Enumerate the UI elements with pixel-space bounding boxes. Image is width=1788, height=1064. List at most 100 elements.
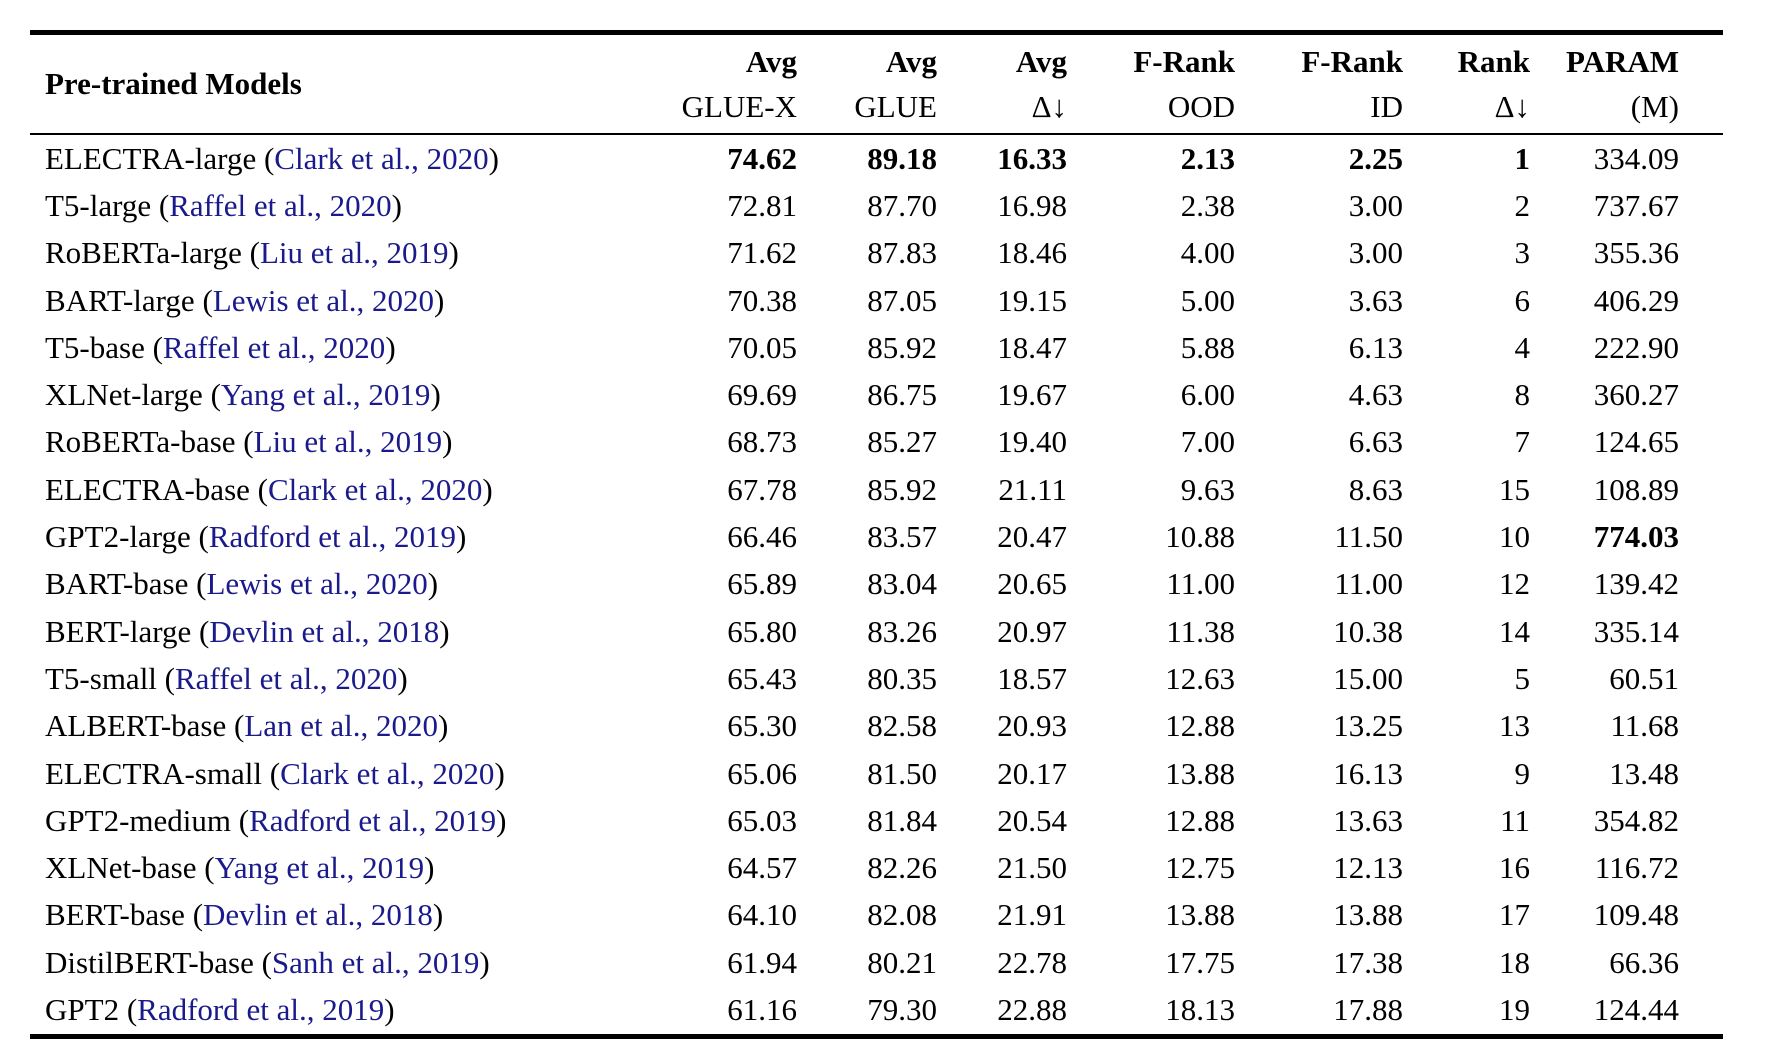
avg-gluex-cell: 69.69 — [727, 377, 797, 413]
avg-gluex-cell: 71.62 — [727, 235, 797, 271]
frank-ood-cell: 11.00 — [1166, 566, 1235, 602]
table-row: ELECTRA-base (Clark et al., 2020) 67.78 … — [30, 466, 1723, 513]
citation-close-paren: ) — [427, 566, 439, 602]
citation-link[interactable]: Lewis et al., 2020 — [206, 566, 428, 602]
citation-link[interactable]: Clark et al., 2020 — [274, 140, 489, 176]
citation-link[interactable]: Lewis et al., 2020 — [212, 282, 435, 318]
citation-close-paren: ) — [424, 850, 435, 886]
frank-id-cell: 17.38 — [1333, 944, 1403, 980]
citation-close-paren: ) — [482, 471, 493, 507]
frank-id-cell: 10.38 — [1333, 613, 1403, 649]
table-row: BERT-large (Devlin et al., 2018) 65.80 8… — [30, 608, 1723, 655]
model-name: ELECTRA-small — [45, 755, 262, 791]
model-cell: T5-large (Raffel et al., 2020) — [30, 188, 590, 224]
citation-link[interactable]: Lan et al., 2020 — [244, 708, 439, 744]
citation-close-paren: ) — [397, 660, 408, 696]
avg-delta-cell: 18.47 — [997, 329, 1067, 365]
citation-link[interactable]: Devlin et al., 2018 — [203, 897, 433, 933]
citation-link[interactable]: Radford et al., 2019 — [137, 991, 385, 1027]
frank-id-cell: 3.00 — [1348, 235, 1403, 271]
citation-open-paren: ( — [256, 140, 275, 176]
rank-delta-cell: 13 — [1499, 708, 1530, 744]
citation-link[interactable]: Liu et al., 2019 — [259, 235, 449, 271]
citation-link[interactable]: Sanh et al., 2019 — [271, 944, 480, 980]
citation-open-paren: ( — [235, 424, 254, 460]
citation-close-paren: ) — [430, 377, 441, 413]
citation-link[interactable]: Clark et al., 2020 — [267, 471, 483, 507]
frank-ood-cell: 13.88 — [1165, 755, 1235, 791]
frank-id-cell: 4.63 — [1348, 377, 1403, 413]
frank-ood-cell: 11.38 — [1166, 613, 1235, 649]
avg-glue-cell: 87.05 — [867, 282, 937, 318]
rank-delta-cell: 4 — [1514, 329, 1531, 365]
table-row: GPT2 (Radford et al., 2019) 61.16 79.30 … — [30, 986, 1723, 1033]
table-row: T5-small (Raffel et al., 2020) 65.43 80.… — [30, 655, 1723, 702]
avg-delta-cell: 20.54 — [997, 802, 1067, 838]
frank-ood-cell: 12.63 — [1165, 660, 1235, 696]
citation-link[interactable]: Devlin et al., 2018 — [209, 613, 440, 649]
model-cell: XLNet-base (Yang et al., 2019) — [30, 850, 590, 886]
avg-gluex-cell: 74.62 — [727, 140, 797, 176]
column-header-frank-ood: F-Rank OOD — [1133, 44, 1235, 124]
citation-close-paren: ) — [488, 140, 499, 176]
avg-delta-cell: 18.46 — [997, 235, 1067, 271]
model-name: T5-large — [45, 187, 152, 223]
avg-glue-cell: 82.58 — [867, 708, 937, 744]
rank-delta-cell: 1 — [1514, 140, 1531, 176]
avg-gluex-cell: 70.38 — [727, 282, 797, 318]
model-cell: GPT2 (Radford et al., 2019) — [30, 992, 590, 1028]
header-rule — [30, 133, 1723, 135]
frank-ood-cell: 5.88 — [1180, 329, 1235, 365]
avg-delta-cell: 19.40 — [997, 424, 1067, 460]
citation-link[interactable]: Yang et al., 2019 — [214, 850, 425, 886]
avg-gluex-cell: 61.94 — [727, 944, 797, 980]
param-cell: 109.48 — [1593, 897, 1679, 933]
table-row: XLNet-base (Yang et al., 2019) 64.57 82.… — [30, 844, 1723, 891]
model-cell: T5-small (Raffel et al., 2020) — [30, 661, 590, 697]
citation-close-paren: ) — [494, 755, 505, 791]
model-name: DistilBERT-base — [45, 944, 254, 980]
model-name: XLNet-base — [45, 850, 197, 886]
rank-delta-cell: 10 — [1499, 519, 1530, 555]
avg-gluex-cell: 65.30 — [727, 708, 797, 744]
avg-delta-cell: 19.15 — [997, 282, 1067, 318]
rank-delta-cell: 19 — [1499, 991, 1530, 1027]
model-cell: BART-large (Lewis et al., 2020) — [30, 283, 590, 319]
avg-gluex-cell: 70.05 — [727, 329, 797, 365]
model-name: BART-large — [45, 282, 195, 318]
citation-close-paren: ) — [455, 519, 467, 555]
citation-open-paren: ( — [261, 755, 281, 791]
citation-close-paren: ) — [434, 282, 445, 318]
citation-close-paren: ) — [448, 235, 459, 271]
citation-close-paren: ) — [496, 802, 507, 838]
rank-delta-cell: 9 — [1514, 755, 1531, 791]
citation-link[interactable]: Raffel et al., 2020 — [169, 187, 392, 223]
model-cell: ELECTRA-large (Clark et al., 2020) — [30, 141, 590, 177]
param-cell: 334.09 — [1593, 140, 1679, 176]
param-cell: 335.14 — [1593, 613, 1679, 649]
avg-gluex-cell: 68.73 — [727, 424, 797, 460]
model-name: XLNet-large — [45, 377, 203, 413]
avg-glue-cell: 83.26 — [867, 613, 937, 649]
avg-gluex-cell: 72.81 — [727, 187, 797, 223]
citation-open-paren: ( — [151, 187, 170, 223]
avg-gluex-cell: 65.89 — [727, 566, 797, 602]
param-cell: 360.27 — [1593, 377, 1679, 413]
frank-ood-cell: 13.88 — [1165, 897, 1235, 933]
citation-link[interactable]: Clark et al., 2020 — [280, 755, 495, 791]
param-cell: 406.29 — [1593, 282, 1679, 318]
avg-gluex-cell: 65.06 — [727, 755, 797, 791]
model-cell: GPT2-medium (Radford et al., 2019) — [30, 803, 590, 839]
citation-link[interactable]: Liu et al., 2019 — [253, 424, 443, 460]
citation-link[interactable]: Radford et al., 2019 — [249, 802, 497, 838]
citation-link[interactable]: Yang et al., 2019 — [220, 377, 431, 413]
citation-close-paren: ) — [384, 991, 395, 1027]
table-row: BERT-base (Devlin et al., 2018) 64.10 82… — [30, 892, 1723, 939]
citation-link[interactable]: Raffel et al., 2020 — [175, 660, 398, 696]
avg-glue-cell: 81.50 — [867, 755, 937, 791]
citation-link[interactable]: Radford et al., 2019 — [208, 519, 456, 555]
table-row: RoBERTa-base (Liu et al., 2019) 68.73 85… — [30, 419, 1723, 466]
citation-link[interactable]: Raffel et al., 2020 — [162, 329, 386, 365]
param-cell: 124.44 — [1593, 991, 1679, 1027]
frank-id-cell: 16.13 — [1333, 755, 1403, 791]
